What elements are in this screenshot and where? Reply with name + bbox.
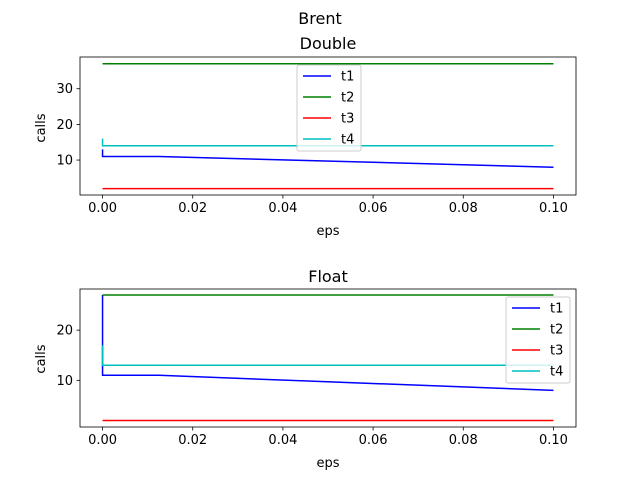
x-tick-label: 0.06 bbox=[359, 433, 388, 448]
legend-label-t4: t4 bbox=[341, 133, 354, 148]
x-tick-label: 0.04 bbox=[268, 433, 297, 448]
legend-label-t4: t4 bbox=[550, 365, 563, 380]
figure-suptitle: Brent bbox=[298, 9, 341, 28]
x-axis-label: eps bbox=[316, 224, 339, 239]
subplot-title: Float bbox=[308, 267, 348, 286]
x-tick-label: 0.04 bbox=[268, 201, 297, 216]
legend: t1 t2 t3 t4 bbox=[505, 296, 571, 384]
legend-label-t2: t2 bbox=[550, 323, 563, 338]
subplot-double: Double eps calls 0.00 0.02 0.04 0.06 0.08 0.1… bbox=[34, 34, 577, 239]
legend-label-t1: t1 bbox=[341, 70, 354, 85]
legend-label-t1: t1 bbox=[550, 302, 563, 317]
x-tick-label: 0.02 bbox=[178, 433, 207, 448]
series-line-t4 bbox=[101, 345, 554, 367]
y-axis-label: calls bbox=[34, 113, 49, 142]
x-axis-label: eps bbox=[316, 456, 339, 471]
legend: t1 t2 t3 t4 bbox=[296, 64, 362, 152]
x-tick-label: 0.08 bbox=[449, 433, 478, 448]
plot-frame bbox=[79, 56, 577, 196]
subplot-title: Double bbox=[300, 34, 357, 53]
legend-label-t3: t3 bbox=[341, 112, 354, 127]
legend-box bbox=[505, 296, 571, 384]
x-tick-label: 0.06 bbox=[359, 201, 388, 216]
y-tick-label: 20 bbox=[56, 118, 73, 133]
y-tick-label: 20 bbox=[56, 324, 73, 339]
series-line-t1 bbox=[101, 149, 554, 168]
x-tick-label: 0.00 bbox=[88, 433, 117, 448]
x-tick-label: 0.10 bbox=[539, 433, 568, 448]
y-tick-label: 10 bbox=[56, 154, 73, 169]
legend-box bbox=[296, 64, 362, 152]
x-tick-label: 0.02 bbox=[178, 201, 207, 216]
x-tick-label: 0.00 bbox=[88, 201, 117, 216]
y-tick-label: 30 bbox=[56, 82, 73, 97]
x-tick-label: 0.10 bbox=[539, 201, 568, 216]
series-line-t4 bbox=[101, 138, 554, 147]
y-axis-label: calls bbox=[34, 344, 49, 373]
y-tick-label: 10 bbox=[56, 374, 73, 389]
plot-frame bbox=[79, 288, 577, 428]
legend-label-t3: t3 bbox=[550, 344, 563, 359]
subplot-float: Float eps calls 0.00 0.02 0.04 0.06 0.08 0.10… bbox=[34, 267, 577, 471]
legend-label-t2: t2 bbox=[341, 91, 354, 106]
x-tick-label: 0.08 bbox=[449, 201, 478, 216]
